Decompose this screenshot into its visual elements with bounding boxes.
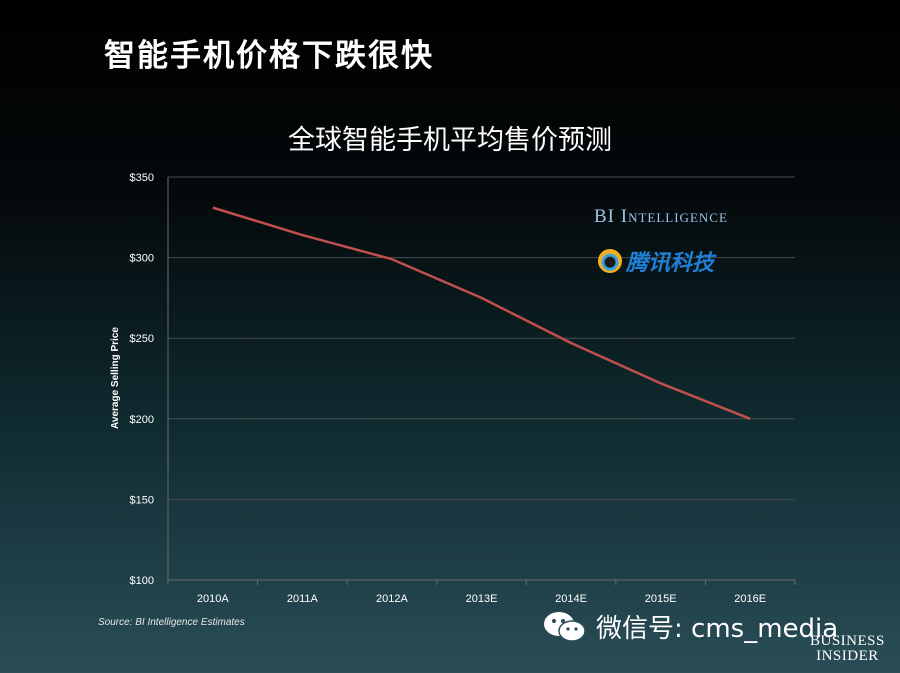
business-insider-logo: BUSINESS INSIDER <box>810 634 885 664</box>
source-note: Source: BI Intelligence Estimates <box>98 617 245 628</box>
x-tick-label: 2015E <box>645 593 677 605</box>
x-tick-label: 2013E <box>466 593 498 605</box>
wechat-id-text: 微信号: cms_media <box>596 614 839 644</box>
bi-intelligence-logo: BI Intelligence <box>594 206 728 227</box>
y-tick-label: $250 <box>130 333 154 345</box>
x-tick-label: 2016E <box>734 593 766 605</box>
page-title: 智能手机价格下跌很快 <box>104 38 434 74</box>
business-insider-line1: BUSINESS <box>810 633 885 649</box>
tencent-logo-icon <box>598 249 622 273</box>
y-tick-label: $300 <box>130 253 154 265</box>
y-tick-label: $350 <box>130 172 154 184</box>
chart-title: 全球智能手机平均售价预测 <box>288 125 612 156</box>
tencent-logo-text: 腾讯科技 <box>626 251 715 276</box>
x-tick-label: 2011A <box>287 593 319 605</box>
series-line <box>212 206 751 420</box>
x-tick-label: 2014E <box>555 593 587 605</box>
x-tick-labels: 2010A 2011A 2012A 2013E 2014E 2015E 2016E <box>197 593 766 605</box>
wechat-icon <box>544 611 586 642</box>
x-tick-label: 2012A <box>376 593 408 605</box>
y-tick-labels: $100 $150 $200 $250 $300 $350 <box>130 172 154 587</box>
wechat-watermark: 微信号: cms_media <box>542 608 838 645</box>
x-tick-label: 2010A <box>197 593 229 605</box>
series-lines <box>212 206 751 420</box>
y-tick-label: $150 <box>130 494 154 506</box>
y-tick-label: $200 <box>130 414 154 426</box>
y-axis-label: Average Selling Price <box>110 327 121 429</box>
business-insider-line2: INSIDER <box>816 648 879 664</box>
axes <box>167 177 796 585</box>
grid-lines <box>168 176 795 581</box>
y-tick-label: $100 <box>130 575 154 587</box>
tencent-tech-logo: 腾讯科技 <box>598 245 714 277</box>
